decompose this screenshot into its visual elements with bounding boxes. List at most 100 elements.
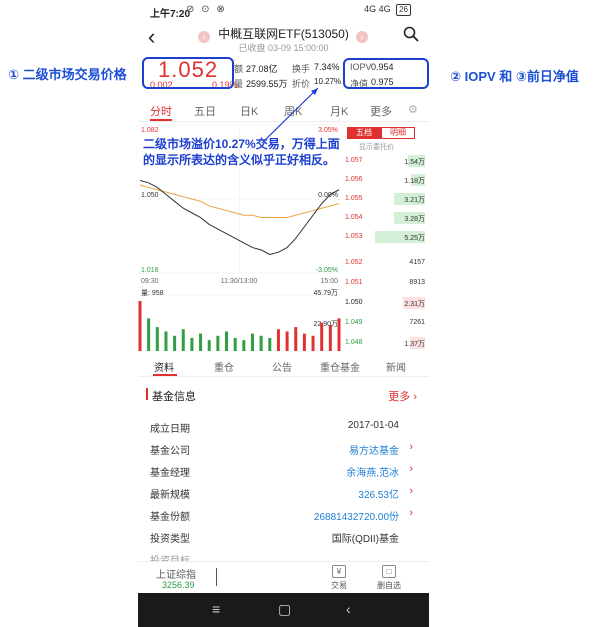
tab-holding-funds[interactable]: 重仓基金 (320, 363, 360, 374)
tab-five-levels[interactable]: 五档 (347, 127, 381, 139)
ask-row: 1.055 3.21万 (341, 193, 429, 205)
nav-value: 0.975 (371, 77, 394, 87)
tab-underline (153, 374, 177, 376)
annotation-note: 二级市场溢价10.27%交易，万得上面的显示所表达的含义似乎正好相反。 (143, 137, 340, 167)
tab-profile[interactable]: 资料 (154, 363, 174, 374)
info-value[interactable]: 余海燕,范冰 (346, 468, 399, 479)
info-tabs: 资料 重仓 公告 重仓基金 新闻 (138, 355, 429, 377)
ask-row: 1.056 1.18万 (341, 174, 429, 186)
annotation-price-label: ① 二级市场交易价格 (8, 67, 127, 82)
book-volume: 3.21万 (404, 197, 425, 204)
volume-bar (233, 337, 237, 351)
yen-icon: ¥ (332, 565, 346, 578)
bid-row: 1.051 8913 (341, 277, 429, 289)
depth-bar (394, 193, 425, 205)
more-link[interactable]: 更多 › (388, 391, 417, 403)
info-row-inception: 成立日期 2017-01-04 (138, 416, 429, 436)
info-row-type: 投资类型 国际(QDII)基金 (138, 526, 429, 546)
amount-value: 27.08亿 (246, 64, 278, 74)
remove-watchlist-button[interactable]: □ 删自选 (374, 565, 404, 591)
tab-holdings[interactable]: 重仓 (214, 363, 234, 374)
home-icon[interactable]: ▢ (278, 601, 292, 617)
back-nav-icon[interactable]: ‹ (346, 601, 351, 617)
volume-max-label: 45.79万 (313, 289, 338, 297)
bid-row: 1.052 4157 (341, 257, 429, 269)
nav-label: 净值 (350, 79, 369, 89)
volume-bar (268, 337, 272, 351)
battery-icon: 26 (396, 4, 411, 16)
fund-info-header: 基金信息 更多 › (138, 383, 429, 405)
volume-label: 量: 958 (141, 289, 164, 297)
volume-bar (276, 329, 280, 351)
tab-trade-detail[interactable]: 明细 (381, 127, 415, 139)
info-value[interactable]: 326.53亿 (358, 490, 399, 501)
info-value: 国际(QDII)基金 (331, 534, 399, 545)
section-marker (146, 388, 148, 400)
section-title: 基金信息 (152, 391, 196, 403)
x-tick-midday: 11:30/13:00 (221, 278, 258, 285)
info-row-size[interactable]: 最新规模 326.53亿 › (138, 482, 429, 502)
book-volume: 5.25万 (404, 235, 425, 242)
bid-row: 1.048 1.37万 (341, 337, 429, 349)
volume-bar (302, 333, 306, 351)
volume-bar (190, 337, 194, 351)
book-volume: 3.28万 (404, 216, 425, 223)
volume-bar (337, 318, 341, 351)
volume-bar (207, 340, 211, 351)
book-price: 1.054 (345, 214, 363, 221)
volume-bar (138, 301, 142, 351)
settings-gear-icon[interactable]: ⚙ (408, 104, 418, 116)
chevron-right-icon: › (409, 485, 413, 497)
info-label: 基金份额 (150, 512, 190, 523)
info-row-manager[interactable]: 基金经理 余海燕,范冰 › (138, 460, 429, 480)
volume-bar (164, 331, 168, 351)
volume-bar (155, 327, 159, 351)
book-volume: 1.37万 (404, 341, 425, 348)
menu-icon[interactable]: ≡ (212, 601, 221, 617)
price-highlight-box (142, 57, 234, 89)
prev-fund-button[interactable]: ‹ (198, 31, 210, 43)
quote-panel: 1.052 0.002 0.19% 额 27.08亿 量 2599.55万 换手… (138, 56, 429, 90)
tab-more[interactable]: 更多 (370, 106, 392, 118)
iopv-label: IOPV (350, 62, 372, 72)
tab-daily-k[interactable]: 日K (240, 106, 259, 118)
volume-bar (242, 340, 246, 351)
tab-five-day[interactable]: 五日 (194, 106, 216, 118)
info-label: 最新规模 (150, 490, 190, 501)
back-button[interactable]: ‹ (148, 24, 156, 49)
ask-row: 1.054 3.28万 (341, 212, 429, 224)
book-price: 1.053 (345, 233, 363, 240)
info-value[interactable]: 26881432720.00份 (313, 512, 399, 523)
trade-label: 交易 (331, 581, 347, 590)
chevron-right-icon: › (409, 441, 413, 453)
info-row-company[interactable]: 基金公司 易方达基金 › (138, 438, 429, 458)
volume-bar (285, 331, 289, 351)
last-price: 1.052 (158, 57, 219, 82)
notification-icons: ⊘ ⊙ ⊗ (186, 4, 227, 15)
book-price: 1.051 (345, 279, 363, 286)
price-change-pct: 0.19% (212, 80, 238, 90)
info-label: 基金公司 (150, 446, 190, 457)
index-name[interactable]: 上证综指 (156, 570, 196, 581)
bid-row: 1.050 2.31万 (341, 297, 429, 309)
trade-button[interactable]: ¥ 交易 (324, 565, 354, 591)
book-price: 1.055 (345, 195, 363, 202)
network-indicator: 4G 4G (364, 4, 391, 14)
divider (216, 568, 217, 586)
tab-announcements[interactable]: 公告 (272, 363, 292, 374)
volume-value: 2599.55万 (246, 79, 288, 89)
tab-intraday[interactable]: 分时 (150, 106, 172, 118)
ask-row: 1.057 1.54万 (341, 155, 429, 167)
book-price: 1.050 (345, 299, 363, 306)
search-icon[interactable] (403, 26, 419, 42)
book-volume: 7261 (409, 319, 425, 326)
tab-monthly-k[interactable]: 月K (330, 106, 349, 118)
next-fund-button[interactable]: › (356, 31, 368, 43)
depth-bar (407, 155, 425, 167)
info-value[interactable]: 易方达基金 (349, 446, 399, 457)
intraday-chart[interactable]: 1.082 3.05% 1.050 0.00% 1.018 -3.05% 09:… (138, 123, 429, 353)
depth-bar (393, 212, 425, 224)
tab-news[interactable]: 新闻 (386, 363, 406, 374)
info-row-shares[interactable]: 基金份额 26881432720.00份 › (138, 504, 429, 524)
